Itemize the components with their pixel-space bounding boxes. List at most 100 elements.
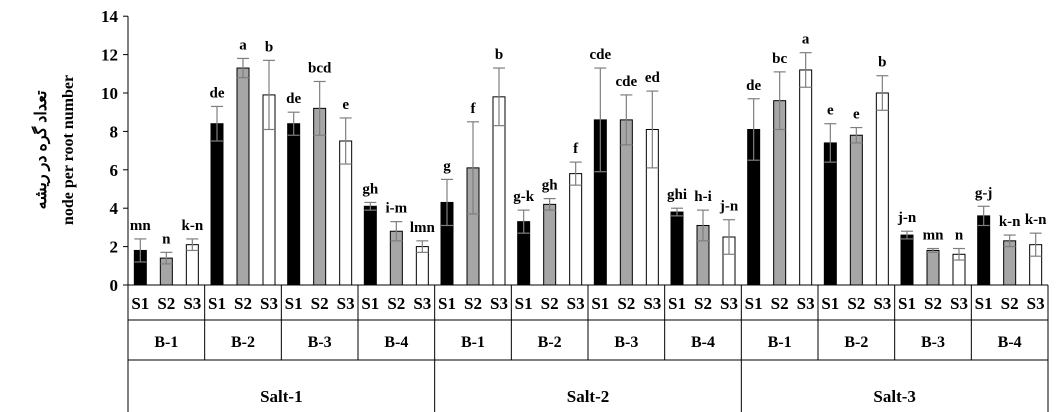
salt-label: Salt-3 bbox=[873, 387, 916, 406]
y-tick-label: 4 bbox=[110, 199, 119, 218]
significance-label: mn bbox=[130, 218, 151, 234]
salt-label: Salt-2 bbox=[567, 387, 610, 406]
significance-label: ghi bbox=[667, 187, 687, 203]
strain-label: B-1 bbox=[154, 334, 178, 351]
series-label: S1 bbox=[515, 294, 533, 313]
series-label: S2 bbox=[771, 294, 789, 313]
series-label: S2 bbox=[617, 294, 635, 313]
series-label: S2 bbox=[234, 294, 252, 313]
significance-label: h-i bbox=[694, 189, 712, 205]
bar-s1 bbox=[823, 142, 837, 286]
error-bar bbox=[543, 198, 556, 211]
bar-s2 bbox=[236, 67, 250, 286]
error-bar bbox=[1029, 232, 1042, 257]
significance-label: f bbox=[573, 141, 579, 157]
error-bar bbox=[390, 221, 403, 242]
significance-label: a bbox=[239, 37, 247, 53]
series-label: S3 bbox=[337, 294, 355, 313]
error-bar bbox=[824, 123, 837, 163]
strain-label: B-3 bbox=[308, 334, 332, 351]
y-axis-label-line-2: node per root number bbox=[60, 75, 77, 225]
strain-label: B-2 bbox=[538, 334, 562, 351]
significance-label: g-j bbox=[975, 185, 993, 201]
y-tick-label: 8 bbox=[110, 122, 119, 141]
bar-s1 bbox=[363, 205, 377, 286]
series-label: S1 bbox=[131, 294, 149, 313]
series-label: S1 bbox=[975, 294, 993, 313]
error-bar bbox=[901, 230, 913, 240]
significance-label: ed bbox=[645, 70, 661, 86]
bar-s1 bbox=[670, 211, 684, 286]
series-label: S3 bbox=[797, 294, 815, 313]
error-bar bbox=[493, 67, 505, 127]
bar-s2 bbox=[849, 134, 863, 286]
series-label: S2 bbox=[847, 294, 865, 313]
strain-label: B-3 bbox=[614, 334, 638, 351]
bar-s2 bbox=[543, 203, 557, 286]
significance-label: a bbox=[802, 32, 810, 48]
error-bar bbox=[287, 111, 300, 136]
series-label: S1 bbox=[821, 294, 839, 313]
error-bar bbox=[773, 71, 786, 131]
error-bar bbox=[620, 94, 633, 146]
strain-label: B-4 bbox=[691, 334, 715, 351]
y-axis-label-line-1: تعداد گره در ریشه bbox=[31, 90, 51, 209]
bar-s3 bbox=[799, 69, 813, 286]
error-bar bbox=[646, 90, 659, 169]
series-label: S1 bbox=[591, 294, 609, 313]
bar-s2 bbox=[1003, 240, 1017, 286]
bar-s2 bbox=[926, 249, 940, 286]
significance-label: b bbox=[265, 39, 273, 55]
error-bar bbox=[339, 117, 352, 165]
error-bar bbox=[416, 240, 429, 253]
series-label: S3 bbox=[1027, 294, 1045, 313]
series-label: S2 bbox=[694, 294, 712, 313]
significance-label: gh bbox=[362, 181, 379, 197]
significance-label: b bbox=[495, 47, 503, 63]
strain-label: B-2 bbox=[844, 334, 868, 351]
significance-label: lmn bbox=[410, 220, 436, 236]
error-bar bbox=[850, 126, 863, 144]
y-tick-label: 12 bbox=[101, 46, 118, 65]
significance-label: de bbox=[210, 85, 225, 101]
series-label: S3 bbox=[720, 294, 738, 313]
series-label: S3 bbox=[567, 294, 585, 313]
series-label: S2 bbox=[464, 294, 482, 313]
error-bar bbox=[517, 209, 530, 234]
error-bar bbox=[594, 67, 607, 173]
significance-label: n bbox=[162, 231, 171, 247]
strain-label: B-1 bbox=[768, 334, 792, 351]
error-bar bbox=[927, 247, 939, 253]
series-label: S3 bbox=[643, 294, 661, 313]
series-label: S2 bbox=[1001, 294, 1019, 313]
error-bar bbox=[467, 121, 479, 215]
series-label: S1 bbox=[285, 294, 303, 313]
bar-s1 bbox=[977, 215, 991, 286]
y-tick-label: 0 bbox=[110, 276, 119, 295]
y-tick-label: 6 bbox=[110, 161, 119, 180]
error-bar bbox=[977, 205, 990, 227]
series-label: S3 bbox=[413, 294, 431, 313]
bar-s1 bbox=[900, 234, 914, 286]
significance-label: gh bbox=[542, 178, 559, 194]
series-label: S2 bbox=[387, 294, 405, 313]
series-label: S2 bbox=[311, 294, 329, 313]
series-label: S1 bbox=[745, 294, 763, 313]
error-bar bbox=[364, 201, 377, 211]
error-bar bbox=[799, 52, 812, 88]
series-label: S1 bbox=[438, 294, 456, 313]
series-label: S1 bbox=[668, 294, 686, 313]
error-bar bbox=[134, 238, 147, 263]
significance-label: g bbox=[443, 158, 451, 174]
error-bar bbox=[160, 251, 173, 265]
y-tick-label: 14 bbox=[101, 7, 119, 26]
strain-label: B-1 bbox=[461, 334, 485, 351]
error-bar bbox=[237, 57, 249, 79]
bar-s1 bbox=[287, 123, 301, 286]
error-bar bbox=[211, 105, 223, 142]
series-label: S3 bbox=[950, 294, 968, 313]
series-label: S3 bbox=[873, 294, 891, 313]
error-bar bbox=[263, 59, 275, 131]
